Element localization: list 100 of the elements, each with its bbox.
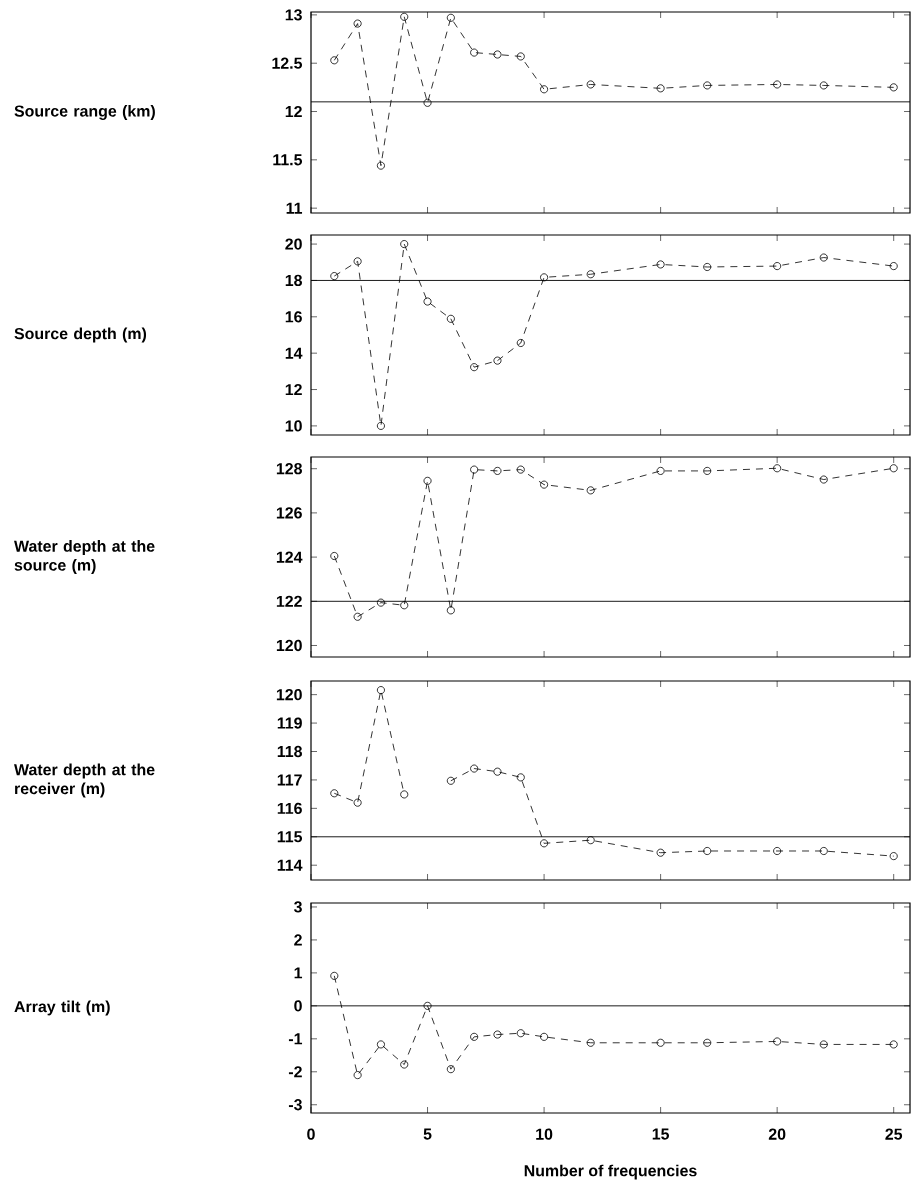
point	[703, 847, 712, 855]
point	[703, 262, 712, 271]
point	[330, 272, 339, 281]
point	[586, 270, 595, 279]
y-tick-label: 12.5	[272, 57, 303, 69]
point	[516, 1029, 525, 1038]
x-tick-label: 20	[768, 1128, 786, 1140]
y-tick-label: 118	[277, 745, 302, 758]
point	[889, 1040, 898, 1049]
point	[656, 260, 665, 269]
point	[819, 81, 828, 90]
point	[470, 363, 479, 372]
y-axis-title: Source range (km)	[14, 105, 155, 120]
point	[703, 466, 712, 475]
point	[400, 790, 409, 799]
point	[540, 839, 549, 848]
point	[423, 297, 432, 306]
y-tick-label: 115	[277, 831, 303, 843]
y-axis-title: Array tilt (m)	[14, 1000, 110, 1016]
point	[470, 1032, 479, 1041]
point	[330, 789, 339, 798]
point	[819, 475, 828, 484]
y-tick-label: 14	[285, 347, 303, 359]
point	[773, 80, 782, 89]
point	[353, 798, 362, 807]
x-tick-label: 15	[652, 1128, 670, 1140]
point	[889, 83, 898, 92]
point	[656, 84, 665, 93]
point	[773, 262, 782, 271]
point	[586, 486, 595, 495]
x-axis-title: Number of frequencies	[524, 1164, 697, 1180]
point	[353, 612, 362, 621]
point	[540, 480, 549, 489]
y-tick-label: 3	[293, 901, 302, 913]
point	[423, 1001, 432, 1010]
point	[446, 606, 455, 615]
y-tick-label: 124	[276, 551, 303, 563]
point	[330, 56, 339, 65]
point	[376, 1040, 385, 1049]
point	[470, 764, 479, 773]
point	[889, 464, 898, 473]
point	[819, 253, 828, 262]
point	[819, 1040, 828, 1049]
point	[400, 1060, 409, 1069]
point	[516, 338, 525, 347]
y-tick-label: 0	[294, 1000, 302, 1012]
point	[423, 98, 432, 107]
y-tick-label: 18	[285, 274, 302, 287]
y-tick-label: 11.5	[273, 154, 303, 166]
point	[376, 598, 385, 607]
point	[353, 19, 362, 28]
y-tick-label: 20	[285, 238, 302, 250]
y-tick-label: 2	[294, 934, 302, 946]
point	[400, 240, 409, 249]
point	[470, 465, 479, 474]
y-tick-label: 126	[276, 507, 302, 519]
y-tick-label: 11	[286, 202, 303, 214]
point	[376, 421, 385, 430]
point	[400, 12, 409, 21]
y-tick-label: 12	[285, 383, 302, 396]
point	[586, 836, 595, 845]
y-axis-title: Water depth at the source (m)	[14, 540, 155, 574]
y-tick-label: 12	[285, 105, 302, 118]
point	[446, 776, 455, 785]
y-tick-label: -1	[288, 1033, 303, 1045]
point	[446, 314, 455, 323]
y-tick-label: 10	[285, 420, 302, 432]
point	[353, 257, 362, 266]
x-tick-label: 5	[423, 1128, 432, 1140]
point	[493, 356, 502, 365]
y-axis-title: Source depth (m)	[14, 327, 147, 343]
point	[540, 85, 549, 94]
point	[330, 971, 339, 980]
point	[376, 686, 385, 695]
y-tick-label: 16	[285, 311, 302, 323]
point	[773, 847, 782, 855]
point	[656, 848, 665, 857]
point	[493, 1030, 502, 1039]
point	[586, 80, 595, 89]
point	[446, 1065, 455, 1074]
y-tick-label: 114	[277, 859, 303, 871]
x-tick-label: 0	[307, 1128, 315, 1140]
point	[773, 1037, 782, 1046]
point	[516, 52, 525, 61]
point	[446, 13, 455, 22]
y-tick-label: 1	[294, 967, 303, 979]
point	[423, 476, 432, 485]
point	[773, 464, 782, 473]
point	[656, 466, 665, 475]
y-tick-label: 120	[276, 639, 302, 652]
point	[889, 262, 898, 271]
y-tick-label: -2	[288, 1066, 302, 1078]
point	[703, 81, 712, 90]
point	[703, 1038, 712, 1047]
point	[819, 847, 828, 855]
point	[493, 466, 502, 475]
point	[400, 601, 409, 610]
point	[656, 1038, 665, 1047]
y-tick-label: 13	[285, 9, 302, 21]
x-tick-label: 25	[885, 1128, 903, 1140]
